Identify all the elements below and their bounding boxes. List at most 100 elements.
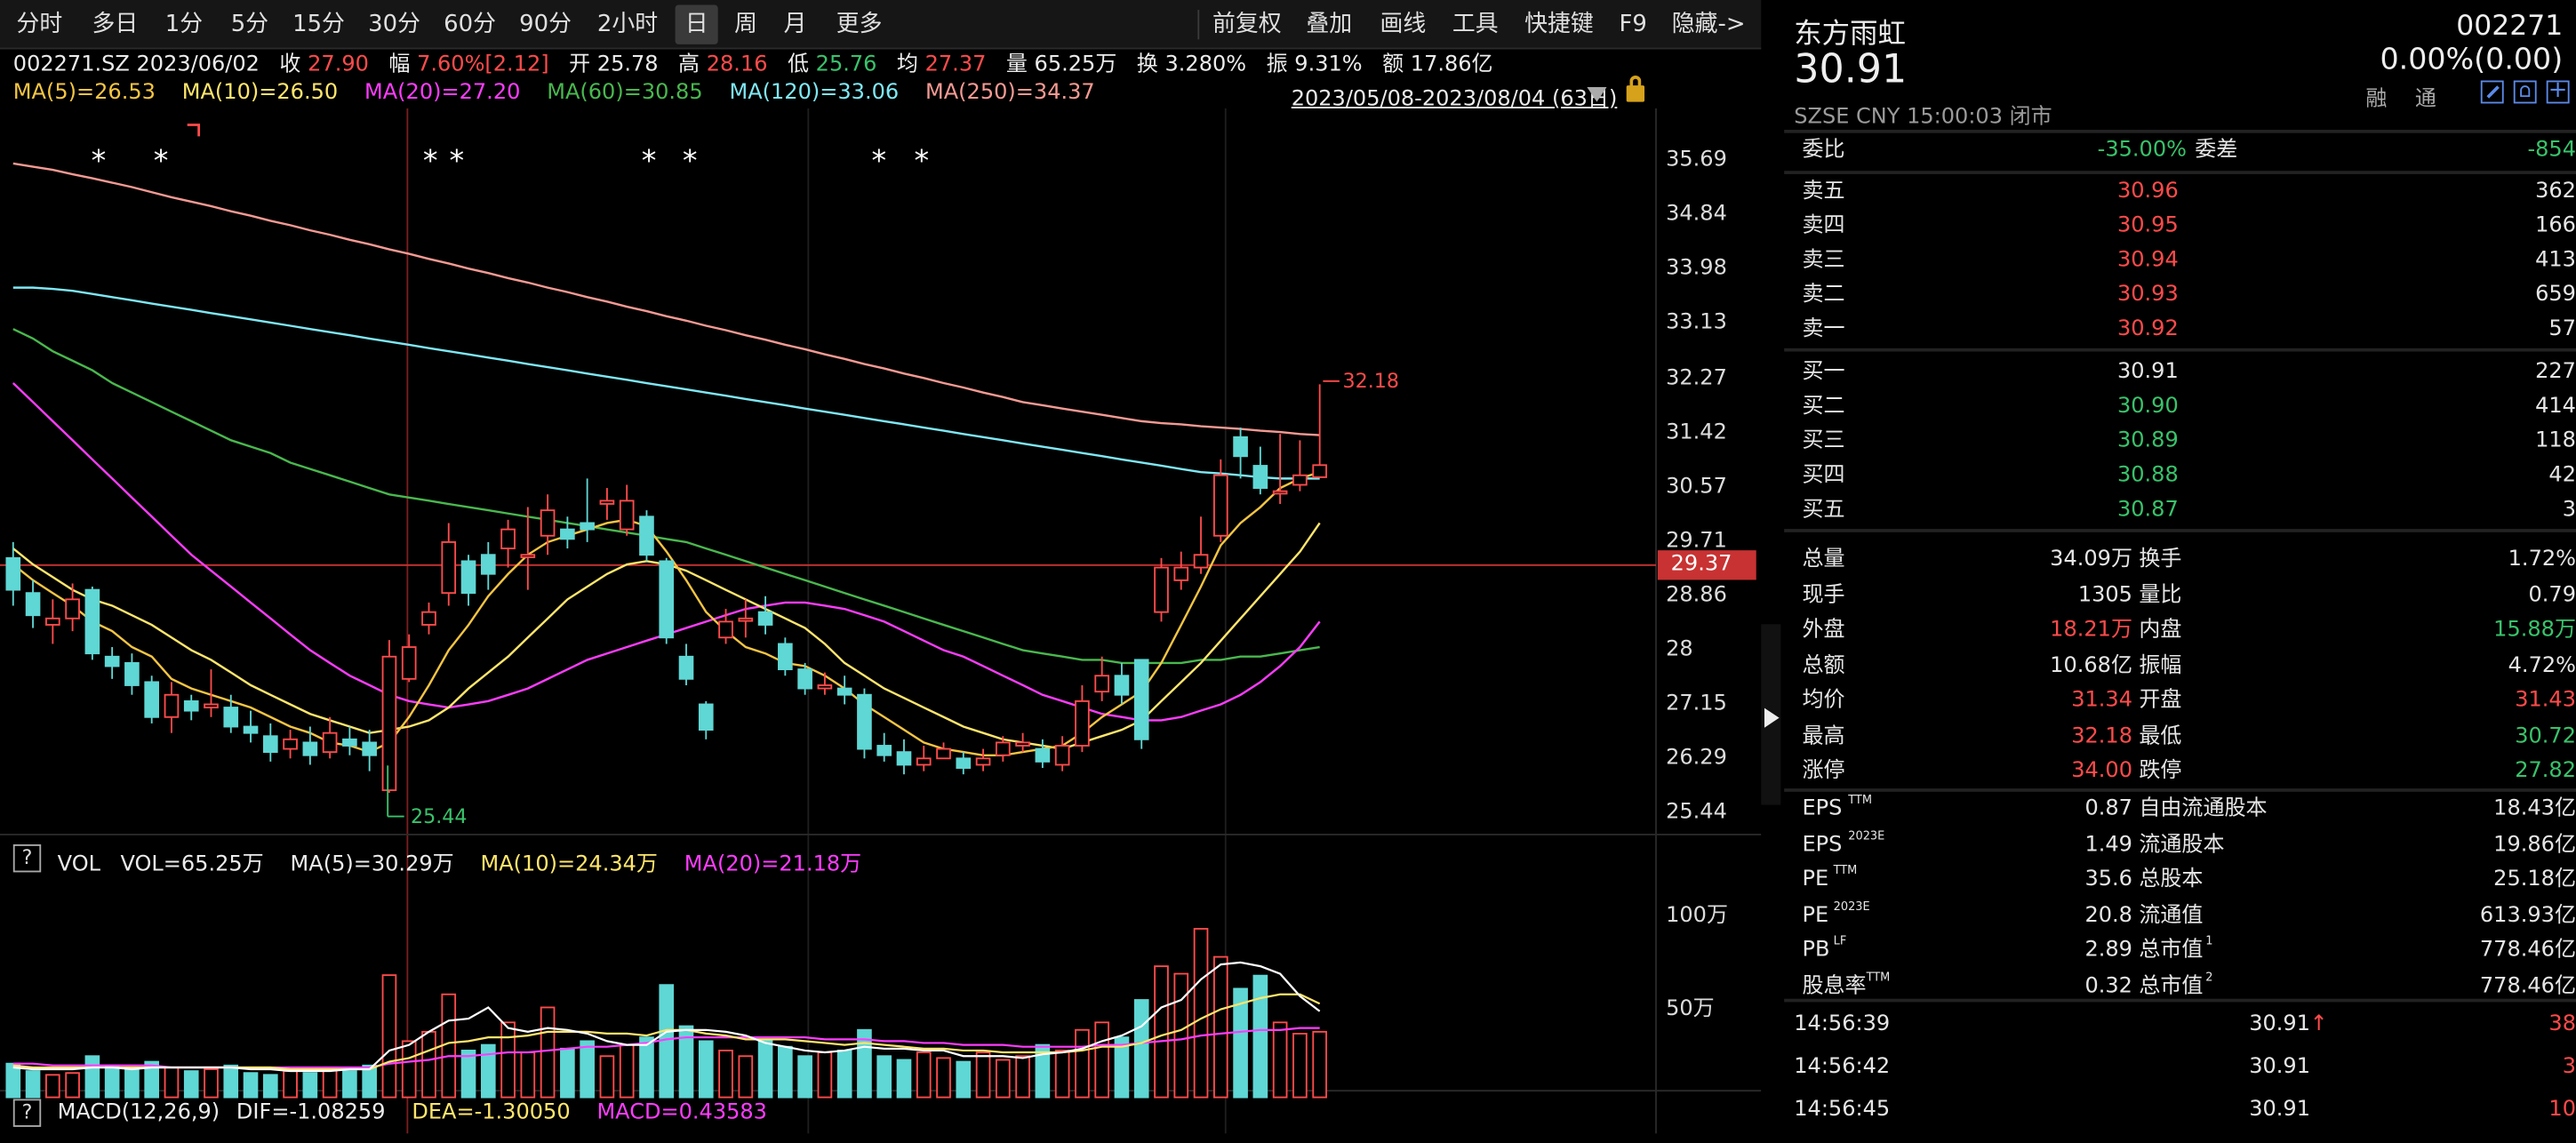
bid-row: 买三 30.89 118 — [1780, 424, 2576, 459]
vol-help-icon[interactable]: ? — [12, 843, 42, 873]
ask-price: 30.96 — [2116, 179, 2179, 204]
close-value: 27.90 — [308, 52, 369, 77]
candle-up — [718, 620, 733, 639]
superscript: 2023E — [1833, 899, 1870, 914]
alert-icon[interactable] — [2513, 80, 2537, 104]
volume-bar-up — [718, 1050, 733, 1099]
price-axis-label: 33.98 — [1666, 256, 1727, 282]
volume-bar-down — [342, 1070, 357, 1099]
volume-bar-up — [599, 1055, 615, 1099]
price-axis-label: 35.69 — [1666, 148, 1727, 173]
edit-icon[interactable] — [2480, 80, 2504, 104]
bid-price: 30.91 — [2116, 359, 2179, 385]
triangle-down-icon[interactable] — [1587, 86, 1607, 102]
f9-button[interactable]: F9 — [1619, 11, 1647, 38]
draw-line-button[interactable]: 画线 — [1380, 11, 1427, 38]
tab-1min[interactable]: 1分 — [164, 11, 204, 38]
avg-label: 均 — [896, 52, 918, 77]
overlay-button[interactable]: 叠加 — [1306, 11, 1353, 38]
event-marker: * — [423, 143, 438, 178]
candle-up — [520, 554, 536, 558]
superscript: 2 — [2205, 971, 2213, 985]
swing-value: 9.31% — [1294, 52, 1363, 77]
bid-price: 30.87 — [2116, 498, 2179, 523]
adjust-button[interactable]: 前复权 — [1212, 11, 1282, 38]
add-icon[interactable]: + — [2546, 79, 2570, 104]
ma60-legend: MA(60)=30.85 — [547, 80, 703, 106]
tab-90min[interactable]: 90分 — [519, 11, 572, 38]
fundamental-row: EPS 2023E 1.49 流通股本 19.86亿 — [1780, 827, 2576, 862]
candle-down — [342, 738, 357, 747]
low-value: 25.76 — [815, 52, 877, 77]
macd-dea: DEA=-1.30050 — [412, 1100, 571, 1126]
candle-up — [1212, 474, 1228, 537]
shortcut-button[interactable]: 快捷键 — [1524, 11, 1594, 38]
fundamental-row: EPS TTM 0.87 自由流通股本 18.43亿 — [1780, 792, 2576, 827]
volume-bar-up — [283, 1070, 298, 1099]
lock-icon[interactable] — [1626, 85, 1645, 102]
tick-price: 30.91 — [2249, 1011, 2310, 1037]
fundamental-value: 0.87 — [2084, 796, 2132, 822]
tab-week[interactable]: 周 — [734, 11, 758, 38]
candle-up — [65, 598, 80, 619]
fundamental-value: 778.46亿 — [2479, 973, 2576, 999]
divider — [1784, 529, 2576, 532]
ask-volume: 659 — [2535, 282, 2576, 308]
tab-60min[interactable]: 60分 — [444, 11, 496, 38]
tab-2hour[interactable]: 2小时 — [596, 11, 659, 38]
superscript: LF — [1833, 935, 1847, 949]
high-marker-label: 32.18 — [1343, 370, 1399, 393]
stat-label: 总额 — [1802, 652, 1845, 678]
kline-chart[interactable]: * * * * * * * * 32.18 25.44 — [0, 0, 1762, 1143]
stat-value: 34.09万 — [2050, 547, 2132, 572]
price-axis-label: 31.42 — [1666, 420, 1727, 445]
ask-volume: 413 — [2535, 248, 2576, 273]
tools-button[interactable]: 工具 — [1452, 11, 1499, 38]
volume-bar-up — [996, 1059, 1011, 1099]
volume-bar-down — [1233, 987, 1248, 1099]
stat-value: 34.00 — [2071, 758, 2132, 784]
volume-ma-lines — [12, 961, 1321, 1073]
candle-up — [619, 500, 635, 531]
volume-bar-down — [223, 1064, 239, 1099]
volume-bar-down — [876, 1055, 892, 1099]
stat-row: 最高 32.18 最低 30.72 — [1780, 719, 2576, 754]
tab-day[interactable]: 日 — [675, 4, 718, 44]
tab-month[interactable]: 月 — [783, 11, 807, 38]
candle-down — [698, 703, 714, 731]
volume-bar-up — [381, 974, 397, 1099]
amount-value: 17.86亿 — [1410, 52, 1493, 77]
ma120-line — [12, 286, 1320, 480]
volume-bar-up — [1054, 1050, 1070, 1099]
tick-time: 14:56:39 — [1794, 1011, 1891, 1037]
date-range-selector[interactable]: 2023/05/08-2023/08/04 (63日) — [1291, 86, 1618, 112]
volume-bar-down — [480, 1043, 496, 1099]
tab-15min[interactable]: 15分 — [292, 11, 345, 38]
candle-down — [857, 693, 872, 750]
volume-bar-down — [639, 1036, 654, 1099]
corner-marker — [187, 124, 201, 137]
stat-label: 最高 — [1802, 723, 1845, 748]
volume-bar-up — [1272, 1021, 1288, 1099]
tab-fenshi[interactable]: 分时 — [16, 11, 63, 38]
bid-row: 买二 30.90 414 — [1780, 389, 2576, 424]
margin-tag: 融 — [2365, 86, 2388, 112]
low-marker-label: 25.44 — [411, 805, 467, 828]
fundamental-row: PE 2023E 20.8 流通值 613.93亿 — [1780, 899, 2576, 933]
candle-down — [560, 528, 575, 540]
superscript: 2023E — [1848, 828, 1885, 843]
candle-down — [5, 556, 21, 591]
tab-more[interactable]: 更多 — [836, 11, 883, 38]
fundamental-value: 25.18亿 — [2493, 867, 2576, 892]
macd-help-icon[interactable]: ? — [12, 1099, 42, 1127]
tab-multiday[interactable]: 多日 — [92, 11, 139, 38]
candle-down — [302, 741, 318, 756]
volume-bar-up — [500, 1021, 516, 1099]
candle-down — [1233, 436, 1248, 458]
tab-5min[interactable]: 5分 — [230, 11, 269, 38]
tab-30min[interactable]: 30分 — [368, 11, 420, 38]
bid-price: 30.90 — [2116, 394, 2179, 420]
hide-panel-button[interactable]: 隐藏-> — [1671, 11, 1746, 38]
candle-up — [1015, 741, 1030, 747]
triangle-right-icon[interactable] — [1764, 707, 1780, 728]
